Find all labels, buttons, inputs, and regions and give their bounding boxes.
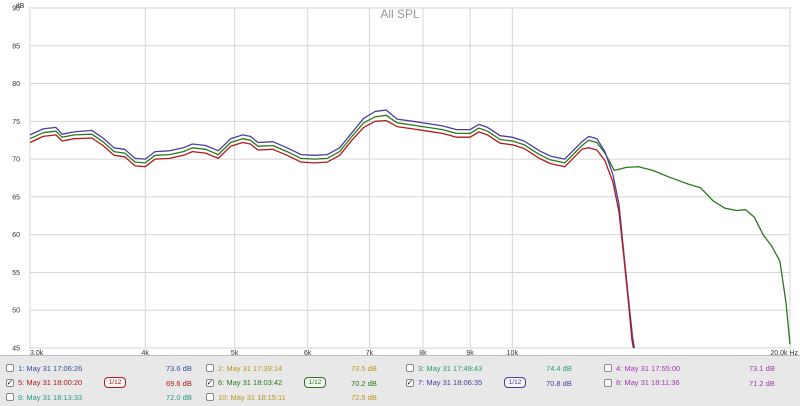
legend-checkbox[interactable] xyxy=(206,364,214,372)
legend-value: 73.6 dB xyxy=(166,364,192,373)
legend-value: 72.0 dB xyxy=(166,393,192,402)
legend-checkbox[interactable] xyxy=(6,364,14,372)
legend-checkbox[interactable] xyxy=(604,378,612,387)
y-tick-label: 90 xyxy=(12,6,20,13)
x-tick-label: 8k xyxy=(419,350,427,355)
legend-label: 1: May 31 17:06:26 xyxy=(18,363,83,373)
y-tick-label: 65 xyxy=(12,194,20,201)
legend-checkbox[interactable] xyxy=(406,364,414,372)
legend-item[interactable]: 2: May 31 17:39:14 xyxy=(206,361,282,375)
legend-checkbox[interactable] xyxy=(604,364,612,372)
legend-label: 9: May 31 18:13:33 xyxy=(18,392,83,402)
legend-panel: 1: May 31 17:06:26 73.6 dB 2: May 31 17:39… xyxy=(0,355,800,406)
y-tick-label: 55 xyxy=(12,270,20,277)
legend-label: 5: May 31 18:00:20 xyxy=(18,378,83,387)
grid xyxy=(29,7,791,349)
legend-item[interactable]: 1: May 31 17:06:26 xyxy=(6,361,82,375)
legend-label: 7: May 31 18:06:35 xyxy=(418,378,483,387)
series-line xyxy=(29,119,635,349)
legend-value: 73.1 dB xyxy=(749,364,775,373)
legend-label: 10: May 31 18:15:11 xyxy=(218,392,286,402)
legend-label: 3: May 31 17:49:43 xyxy=(418,363,483,373)
legend-value: 69.6 dB xyxy=(166,378,192,388)
legend-item[interactable]: 10: May 31 18:15:11 xyxy=(206,390,286,404)
x-tick-label: 20.0k Hz xyxy=(770,350,798,355)
legend-value: 74.4 dB xyxy=(546,364,572,373)
smoothing-badge[interactable]: 1/12 xyxy=(504,377,526,388)
chart-title: All SPL xyxy=(380,7,420,21)
legend-value: 70.2 dB xyxy=(351,378,377,388)
legend-checkbox[interactable] xyxy=(206,393,214,401)
series-lines xyxy=(29,109,791,349)
legend-value: 71.2 dB xyxy=(749,378,775,388)
y-tick-label: 75 xyxy=(12,119,20,126)
legend-value: 70.8 dB xyxy=(546,378,572,388)
legend-label: 8: May 31 18:11:36 xyxy=(616,378,680,387)
legend-value: 73.5 dB xyxy=(351,364,377,373)
legend-item[interactable]: 4: May 31 17:55:00 xyxy=(604,361,680,375)
x-tick-label: 9k xyxy=(466,350,474,355)
x-tick-label: 5k xyxy=(231,350,239,355)
spl-chart: 3.0k 4k 5k 6k 7k 8k 9k 10k 20.0k Hz 45 50 55 60 65 70 7… xyxy=(12,3,798,356)
series-line xyxy=(29,109,635,349)
tick-labels: 3.0k 4k 5k 6k 7k 8k 9k 10k 20.0k Hz 45 50 55 60 65 70 7… xyxy=(12,6,798,356)
legend-item[interactable]: 8: May 31 18:11:36 xyxy=(604,376,680,390)
legend-checkbox[interactable] xyxy=(6,393,14,401)
x-tick-label: 4k xyxy=(142,350,150,355)
legend-checkbox[interactable]: ✓ xyxy=(206,377,214,387)
legend-label: 2: May 31 17:39:14 xyxy=(218,363,283,373)
legend-item[interactable]: ✓ 5: May 31 18:00:20 xyxy=(6,376,82,390)
x-tick-label: 6k xyxy=(304,350,312,355)
plot-frame xyxy=(29,7,791,349)
legend-item[interactable]: 3: May 31 17:49:43 xyxy=(406,361,482,375)
legend-label: 4: May 31 17:55:00 xyxy=(616,363,681,373)
y-tick-label: 85 xyxy=(12,43,20,50)
y-unit-label: dB xyxy=(16,3,25,10)
x-tick-label: 3.0k xyxy=(30,350,44,355)
smoothing-badge[interactable]: 1/12 xyxy=(104,377,126,388)
legend-checkbox[interactable]: ✓ xyxy=(6,377,14,387)
y-tick-label: 80 xyxy=(12,81,20,88)
y-tick-label: 50 xyxy=(12,308,20,315)
y-tick-label: 60 xyxy=(12,232,20,239)
legend-item[interactable]: ✓ 6: May 31 18:03:42 xyxy=(206,376,282,390)
legend-item[interactable]: 9: May 31 18:13:33 xyxy=(6,390,82,404)
legend-label: 6: May 31 18:03:42 xyxy=(218,378,283,387)
y-tick-label: 45 xyxy=(12,346,20,353)
legend-value: 72.5 dB xyxy=(351,393,377,402)
legend-checkbox[interactable]: ✓ xyxy=(406,377,414,387)
x-tick-label: 7k xyxy=(366,350,374,355)
x-tick-label: 10k xyxy=(507,350,519,355)
y-tick-label: 70 xyxy=(12,157,20,164)
series-line xyxy=(29,114,791,345)
legend-item[interactable]: ✓ 7: May 31 18:06:35 xyxy=(406,376,482,390)
smoothing-badge[interactable]: 1/12 xyxy=(304,377,326,388)
